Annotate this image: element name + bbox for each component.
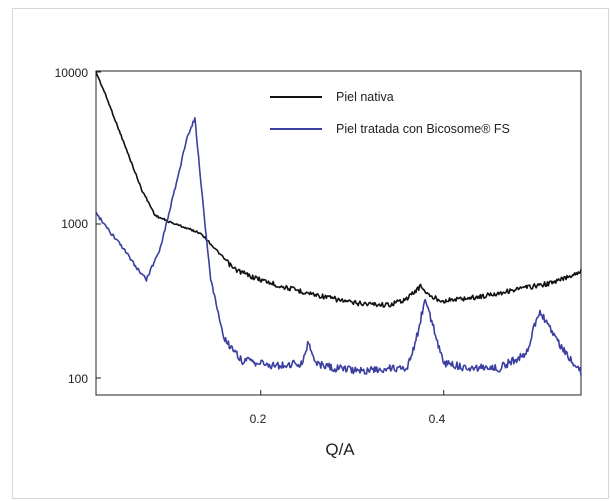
legend-label-piel-tratada: Piel tratada con Bicosome® FS: [336, 122, 510, 136]
legend: Piel nativa Piel tratada con Bicosome® F…: [270, 90, 510, 136]
x-tick-label-0.4: 0.4: [429, 412, 446, 426]
x-axis: 0.2 0.4: [250, 412, 446, 426]
chart-frame: [12, 8, 609, 499]
y-tick-label-10000: 10000: [55, 66, 89, 80]
x-tick-label-0.2: 0.2: [250, 412, 267, 426]
legend-label-piel-nativa: Piel nativa: [336, 90, 394, 104]
plot-area: [95, 70, 582, 396]
y-tick-label-1000: 1000: [61, 217, 88, 231]
y-tick-label-100: 100: [68, 372, 88, 386]
tick-marks: [96, 71, 445, 395]
series-line-piel-tratada: [95, 117, 582, 376]
series-layer: [95, 71, 582, 376]
y-axis: 10000 1000 100: [55, 66, 89, 386]
x-axis-title: Q/A: [325, 440, 355, 459]
series-line-piel-nativa: [95, 71, 582, 308]
